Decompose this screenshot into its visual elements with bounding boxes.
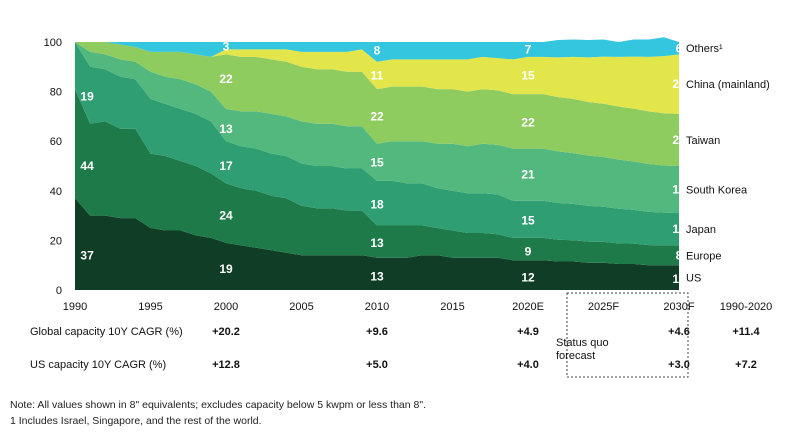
data-label: 44 (80, 159, 94, 173)
x-tick-label: 2000 (214, 301, 238, 313)
x-tick-label: 2010 (365, 301, 389, 313)
legend-label-china-mainland: China (mainland) (686, 79, 770, 91)
data-label: 12 (521, 271, 535, 285)
data-label: 19 (672, 183, 686, 197)
legend-label-others: Others¹ (686, 43, 723, 55)
data-label: 21 (521, 168, 535, 182)
forecast-label-line2: forecast (556, 350, 595, 362)
legend-label-japan: Japan (686, 224, 716, 236)
data-label: 24 (219, 209, 233, 223)
cagr-value: +4.0 (517, 359, 539, 371)
data-label: 11 (371, 68, 384, 82)
area-europe (75, 89, 679, 266)
data-label: 19 (219, 262, 233, 276)
data-label: 7 (525, 42, 532, 56)
data-label: 13 (370, 236, 384, 250)
data-label: 21 (672, 133, 686, 147)
x-tick-label: 2025F (588, 301, 619, 313)
y-tick-label: 80 (50, 87, 62, 99)
area-south-korea (75, 42, 679, 214)
cagr-value: +9.6 (366, 326, 388, 338)
x-tick-label: 1995 (138, 301, 162, 313)
data-label: 24 (672, 77, 686, 91)
y-tick-label: 60 (50, 136, 62, 148)
legend-label-taiwan: Taiwan (686, 135, 720, 147)
data-label: 8 (676, 248, 683, 262)
x-tick-label: 2030F (663, 301, 694, 313)
data-label: 13 (219, 122, 233, 136)
data-label: 15 (521, 68, 535, 82)
footnote-others: 1 Includes Israel, Singapore, and the re… (10, 415, 262, 427)
cagr-value: +5.0 (366, 359, 388, 371)
data-label: 22 (219, 72, 233, 86)
data-label: 15 (521, 214, 535, 228)
x-tick-label: 1990 (63, 301, 87, 313)
x-tick-label: 2015 (440, 301, 464, 313)
cagr-overall-value: +11.4 (732, 326, 760, 338)
data-label: 6 (676, 41, 683, 55)
data-label: 15 (370, 155, 384, 169)
area-japan (75, 42, 679, 246)
legend-label-europe: Europe (686, 250, 721, 262)
data-label: 19 (80, 90, 94, 104)
data-label: 8 (374, 44, 381, 58)
y-tick-label: 20 (50, 235, 62, 247)
cagr-value: +12.8 (212, 359, 240, 371)
data-label: 13 (672, 222, 686, 236)
legend-label-us: US (686, 273, 701, 285)
data-label: 37 (80, 248, 94, 262)
footnote-note: Note: All values shown in 8" equivalents… (10, 399, 427, 411)
data-label: 13 (370, 269, 384, 283)
cagr-value: +4.6 (668, 326, 690, 338)
y-tick-label: 40 (50, 186, 62, 198)
data-label: 10 (672, 272, 686, 286)
cagr-value: +20.2 (212, 326, 240, 338)
cagr-row-label: Global capacity 10Y CAGR (%) (30, 326, 183, 338)
x-tick-label: 2005 (289, 301, 313, 313)
cagr-value: +3.0 (668, 359, 690, 371)
cagr-overall-value: +7.2 (735, 359, 757, 371)
area-us (75, 198, 679, 290)
cagr-value: +4.9 (517, 326, 539, 338)
area-china-mainland (75, 42, 679, 114)
forecast-box (566, 292, 689, 378)
forecast-label-line1: Status quo (556, 337, 609, 349)
x-tick-label: 2020E (512, 301, 544, 313)
data-label: 22 (370, 109, 384, 123)
area-others (75, 37, 679, 62)
data-label: 22 (521, 116, 535, 130)
column-header-1990-2020: 1990-2020 (720, 301, 773, 313)
data-label: 18 (370, 197, 384, 211)
data-label: 17 (219, 159, 233, 173)
data-label: 9 (525, 245, 532, 259)
y-tick-label: 0 (56, 285, 62, 297)
cagr-row-label: US capacity 10Y CAGR (%) (30, 359, 166, 371)
area-taiwan (75, 42, 679, 166)
data-label: 3 (223, 39, 230, 53)
y-tick-label: 100 (44, 37, 62, 49)
legend-label-south-korea: South Korea (686, 185, 748, 197)
